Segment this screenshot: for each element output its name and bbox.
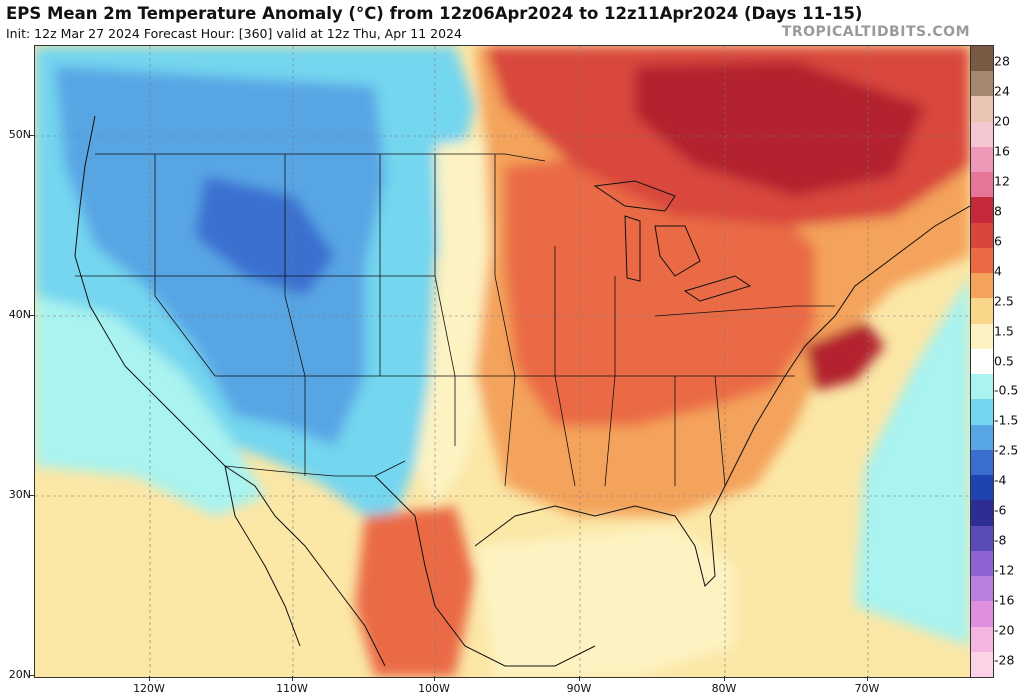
lat-label-20n: 20N — [8, 668, 31, 681]
brand-watermark: TROPICALTIDBITS.COM — [781, 24, 970, 40]
mexico-warm-region — [355, 506, 475, 677]
gulf-neutral-region — [475, 526, 735, 677]
plains-neutral-band — [415, 136, 505, 506]
coastlines — [74, 115, 970, 667]
lat-tick — [29, 135, 34, 136]
great-lakes — [593, 180, 752, 302]
lon-label-90w: 90W — [566, 682, 592, 695]
colorbar-segment — [971, 475, 993, 501]
colorbar-segment — [971, 121, 993, 148]
lon-tick — [867, 676, 868, 681]
colorbar-label: 2.5 — [994, 293, 1014, 309]
colorbar-segment — [971, 576, 993, 602]
colorbar-segment — [971, 197, 993, 224]
atlantic-cool-region — [855, 276, 970, 646]
colorbar-segment — [971, 374, 993, 400]
colorbar-segment — [971, 273, 993, 299]
lon-tick — [724, 676, 725, 681]
lon-label-120w: 120W — [133, 682, 165, 695]
colorbar-segment — [971, 46, 993, 72]
colorbar-label: 6 — [994, 233, 1002, 249]
colorbar-segment — [971, 626, 993, 653]
colorbar-label: 20 — [994, 113, 1010, 129]
colorbar-segment — [971, 146, 993, 173]
lat-tick — [29, 315, 34, 316]
colorbar-label: -0.5 — [994, 382, 1019, 398]
colorbar-label: 8 — [994, 203, 1002, 219]
lat-label-40n: 40N — [8, 308, 31, 321]
lon-tick — [292, 676, 293, 681]
colorbar-label: -28 — [994, 652, 1015, 668]
colorbar-label: 1.5 — [994, 323, 1014, 339]
east-moderate-warm-region — [505, 156, 815, 426]
colorbar-segment — [971, 348, 993, 375]
colorbar-label: 4 — [994, 263, 1002, 279]
colorbar-label: 16 — [994, 143, 1010, 159]
colorbar-segment — [971, 222, 993, 249]
lon-tick — [579, 676, 580, 681]
colorbar-segment — [971, 96, 993, 123]
colorbar-segment — [971, 298, 993, 325]
colorbar-segment — [971, 525, 993, 552]
colorbar-label: -4 — [994, 472, 1007, 488]
atlantic-warm-blob — [805, 321, 885, 391]
colorbar — [970, 45, 994, 678]
lat-label-30n: 30N — [8, 488, 31, 501]
colorbar-label: -6 — [994, 502, 1007, 518]
state-borders — [75, 153, 835, 487]
lat-tick — [29, 495, 34, 496]
canada-strong-warm-region — [635, 61, 925, 196]
colorbar-segment — [971, 399, 993, 426]
lon-label-70w: 70W — [854, 682, 880, 695]
colorbar-segment — [971, 71, 993, 97]
colorbar-label: 24 — [994, 83, 1010, 99]
colorbar-label: -12 — [994, 562, 1015, 578]
colorbar-label: 28 — [994, 53, 1010, 69]
colorbar-segment — [971, 247, 993, 274]
colorbar-label: -1.5 — [994, 412, 1019, 428]
lon-label-110w: 110W — [276, 682, 308, 695]
colorbar-label: -16 — [994, 592, 1015, 608]
lon-tick — [149, 676, 150, 681]
colorbar-label: 12 — [994, 173, 1010, 189]
lon-tick — [434, 676, 435, 681]
colorbar-label: -20 — [994, 622, 1015, 638]
colorbar-segment — [971, 500, 993, 527]
colorbar-label: -2.5 — [994, 442, 1019, 458]
colorbar-segment — [971, 601, 993, 627]
colorbar-segment — [971, 172, 993, 198]
colorbar-label: -8 — [994, 532, 1007, 548]
west-strong-cool-patch — [195, 176, 335, 296]
map-title: EPS Mean 2m Temperature Anomaly (°C) fro… — [6, 4, 863, 23]
colorbar-segment — [971, 550, 993, 577]
lon-label-100w: 100W — [418, 682, 450, 695]
lat-tick — [29, 675, 34, 676]
colorbar-segment — [971, 449, 993, 476]
colorbar-segment — [971, 424, 993, 451]
lon-label-80w: 80W — [711, 682, 737, 695]
colorbar-segment — [971, 323, 993, 350]
anomaly-map-svg — [35, 46, 970, 677]
anomaly-map — [34, 45, 971, 678]
lat-label-50n: 50N — [8, 128, 31, 141]
map-subtitle: Init: 12z Mar 27 2024 Forecast Hour: [36… — [6, 26, 462, 41]
colorbar-label: 0.5 — [994, 353, 1014, 368]
colorbar-segment — [971, 651, 993, 678]
